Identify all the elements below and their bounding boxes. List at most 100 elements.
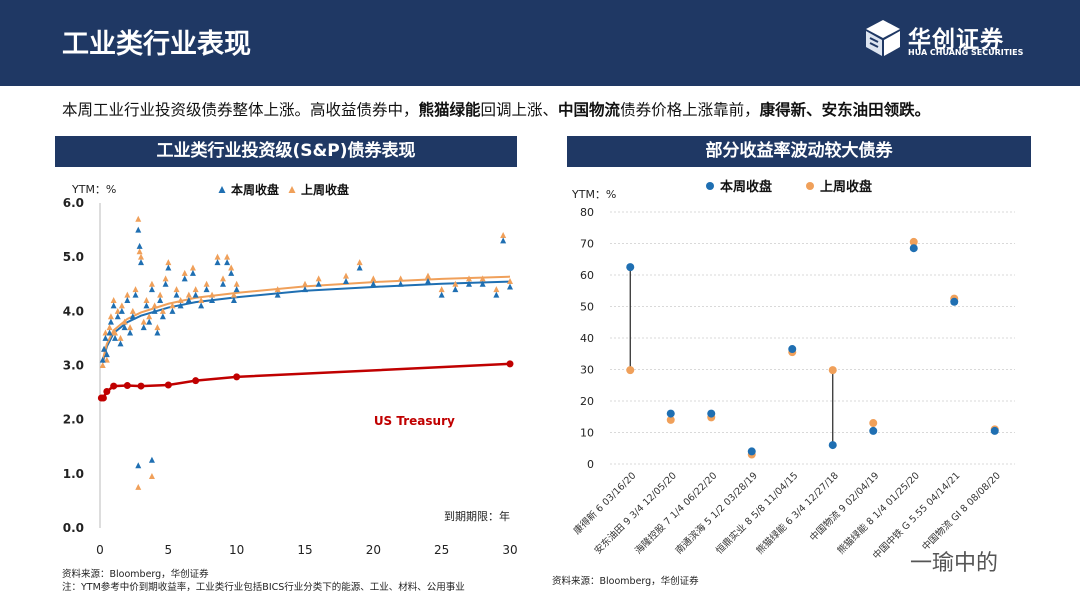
this-week-point: [452, 286, 459, 293]
this-week-point: [118, 307, 125, 314]
last-week-point: [110, 297, 117, 303]
this-week-point: [209, 297, 216, 303]
y-tick-label: 5.0: [63, 250, 84, 264]
left-source-note: 资料来源：Bloomberg，华创证券: [62, 569, 209, 580]
this-week-point: [124, 297, 131, 303]
this-week-point: [507, 283, 513, 290]
this-week-point: [135, 226, 142, 233]
legend-label: 本周收盘: [720, 179, 772, 195]
this-week-point: [129, 313, 136, 320]
last-week-point: [493, 286, 500, 293]
this-week-point: [114, 313, 121, 320]
this-week-point: [146, 318, 153, 325]
this-week-point: [203, 286, 210, 293]
x-tick-label: 20: [366, 543, 381, 557]
this-week-point: [140, 324, 147, 331]
last-week-point: [138, 253, 144, 260]
this-week-point: [828, 441, 837, 450]
last-week-point: [117, 334, 124, 341]
this-week-point: [101, 345, 108, 352]
this-week-point: [138, 259, 144, 266]
y-tick-label: 10: [580, 427, 594, 440]
this-week-point: [214, 259, 221, 266]
last-week-point: [192, 286, 199, 293]
legend-marker: [806, 182, 814, 190]
right-source-note: 资料来源：Bloomberg，华创证券: [552, 576, 699, 587]
x-tick-label: 15: [297, 543, 312, 557]
treasury-point: [164, 381, 172, 389]
legend-marker: [706, 182, 714, 190]
last-week-point: [162, 275, 169, 282]
this-week-point: [117, 340, 124, 347]
this-week-point: [159, 313, 166, 320]
category-label: 南通滨海 5 1/2 03/28/19: [673, 470, 760, 557]
last-week-point: [452, 280, 459, 287]
wechat-watermark: 一瑜中的: [910, 551, 999, 576]
this-week-point: [370, 280, 377, 287]
this-week-point: [110, 302, 117, 309]
this-week-point: [397, 280, 404, 287]
last-week-point: [106, 324, 113, 331]
this-week-point: [148, 456, 155, 463]
this-week-point: [181, 275, 188, 282]
last-week-point: [99, 362, 106, 368]
x-tick-label: 25: [434, 543, 449, 557]
this-week-point: [154, 329, 161, 336]
last-week-point: [438, 286, 445, 293]
left-chart-title: 工业类行业投资级(S&P)债券表现: [55, 136, 517, 167]
y-tick-label: 2.0: [63, 413, 84, 427]
last-week-point: [165, 259, 172, 266]
last-week-point: [148, 473, 155, 480]
x-axis-title: 到期期限：年: [444, 509, 510, 523]
this-week-point: [707, 409, 716, 418]
last-week-point: [173, 286, 180, 293]
legend-marker: [288, 186, 296, 193]
last-week-point: [626, 366, 635, 375]
company-logo: 华创证券 HUA CHUANG SECURITIES: [864, 18, 1034, 62]
this-week-point: [302, 286, 308, 293]
y-axis-title: YTM：%: [71, 183, 116, 196]
this-week-point: [198, 302, 205, 309]
this-week-point: [230, 297, 237, 303]
treasury-point: [123, 382, 131, 390]
this-week-point: [479, 280, 486, 287]
y-tick-label: 30: [580, 364, 594, 377]
last-week-point: [909, 237, 918, 246]
legend-label: 上周收盘: [820, 179, 872, 195]
ig-bond-scatter-chart: 0.0 1.0 2.0 3.0 4.0 5.0 6.0 0 5 10 15 20 25 30 YTM：% 到期…: [63, 182, 518, 557]
this-week-point: [950, 297, 959, 306]
this-week-point: [132, 291, 139, 298]
this-week-point: [169, 307, 176, 314]
last-week-point: [146, 313, 153, 320]
last-week-point: [107, 313, 114, 320]
this-week-point: [148, 286, 155, 293]
last-week-point: [507, 278, 513, 285]
this-week-point: [99, 356, 106, 363]
last-week-point: [124, 291, 131, 298]
page-header: 工业类行业表现 华创证券 HUA CHUANG SECURITIES: [0, 0, 1080, 86]
this-week-point: [315, 280, 322, 287]
last-week-point: [370, 275, 377, 282]
last-week-point: [129, 307, 136, 314]
legend-label: 本周收盘: [231, 182, 279, 197]
this-week-point: [103, 351, 110, 358]
this-week-point: [274, 291, 281, 298]
this-week-point: [343, 278, 349, 285]
summary-text: 本周工业行业投资级债券整体上涨。高收益债券中，熊猫绿能回调上涨、中国物流债券价格…: [62, 98, 1062, 120]
summary-part-3: 债券价格上涨靠前，: [620, 101, 760, 119]
y-tick-label: 3.0: [63, 359, 84, 373]
summary-part-1: 本周工业行业投资级债券整体上涨。高收益债券中，: [62, 101, 419, 119]
treasury-point: [103, 388, 111, 395]
summary-part-2: 回调上涨、: [480, 101, 559, 119]
y-tick-label: 1.0: [63, 467, 84, 481]
last-week-point: [118, 302, 125, 309]
treasury-point: [137, 382, 145, 390]
this-week-point: [220, 280, 226, 287]
this-week-point: [135, 462, 142, 469]
last-week-point: [132, 286, 139, 293]
this-week-point: [177, 302, 184, 309]
y-tick-label: 70: [580, 238, 594, 251]
legend-marker: [218, 186, 226, 193]
last-week-point: [500, 232, 507, 238]
last-week-point: [148, 280, 155, 287]
